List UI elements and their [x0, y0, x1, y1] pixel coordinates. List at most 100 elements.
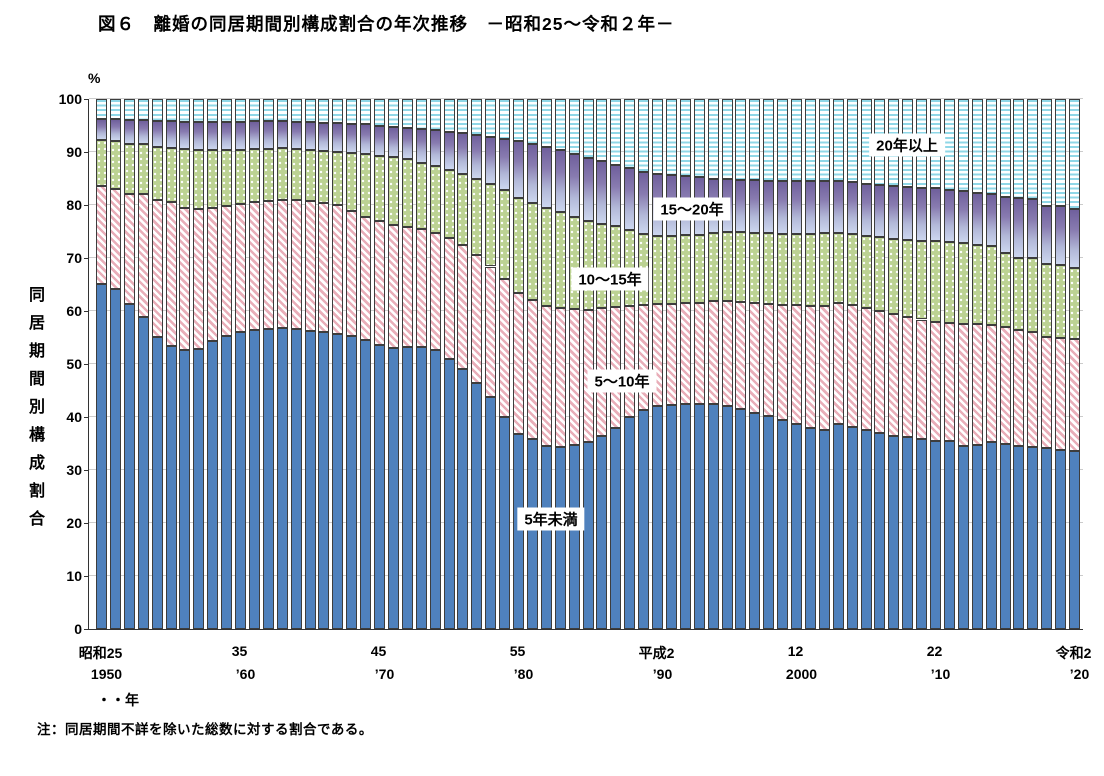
bar-2008-segment-0 — [902, 437, 914, 629]
y-tick-mark-40 — [84, 417, 89, 418]
bar-2002 — [818, 99, 830, 629]
bar-1958-segment-2 — [207, 149, 219, 209]
bar-1991-segment-1 — [665, 303, 677, 405]
bar-2012-segment-4 — [957, 99, 969, 192]
bar-1964-segment-0 — [290, 329, 302, 629]
bar-2000-segment-1 — [791, 304, 802, 424]
bar-1974-segment-4 — [429, 99, 441, 131]
bar-1957-segment-3 — [193, 122, 205, 150]
bar-2003-segment-4 — [832, 99, 844, 182]
x-axis-unit-suffix: ・・年 — [97, 692, 139, 708]
bar-2007-segment-2 — [888, 238, 900, 315]
bar-2019 — [1055, 99, 1067, 629]
bar-1950 — [96, 99, 107, 629]
bar-2014-segment-0 — [985, 441, 997, 629]
bar-1978 — [485, 99, 497, 629]
bar-2020-segment-0 — [1069, 451, 1080, 629]
bar-1971-segment-0 — [387, 347, 399, 629]
bar-1957-segment-0 — [193, 348, 205, 629]
bar-1992-segment-0 — [679, 404, 691, 629]
bar-1971 — [387, 99, 399, 629]
bar-1960 — [235, 99, 246, 629]
x-tick-era-1960: 35 — [231, 643, 248, 659]
bar-2011-segment-2 — [943, 242, 955, 323]
bar-2013 — [971, 99, 983, 629]
y-tick-label-50: 50 — [66, 356, 82, 372]
bar-1954-segment-3 — [151, 120, 163, 147]
bar-1970-segment-1 — [374, 221, 385, 346]
bar-2011-segment-1 — [943, 322, 955, 442]
bar-1968-segment-4 — [346, 99, 358, 124]
bar-2003-segment-0 — [832, 424, 844, 629]
bar-1998-segment-0 — [763, 415, 775, 629]
bar-2004-segment-4 — [846, 99, 858, 183]
bar-1997-segment-0 — [749, 412, 761, 629]
bar-1990-segment-1 — [652, 304, 663, 406]
bar-1951 — [109, 99, 121, 629]
bar-1999-segment-2 — [777, 233, 789, 305]
bar-1963-segment-4 — [276, 99, 288, 122]
bar-1974-segment-1 — [429, 232, 441, 351]
bar-2018-segment-3 — [1041, 205, 1053, 265]
bar-2017-segment-4 — [1027, 99, 1039, 199]
bar-2015-segment-0 — [999, 444, 1011, 629]
bar-2020-segment-3 — [1069, 209, 1080, 269]
x-tick-era-2010: 22 — [926, 643, 943, 659]
bar-1957-segment-2 — [193, 149, 205, 210]
bar-1998-segment-3 — [763, 180, 775, 234]
y-tick-label-20: 20 — [66, 515, 82, 531]
bar-2018-segment-1 — [1041, 336, 1053, 449]
series-label-1: 5～10年 — [587, 369, 657, 393]
bar-1986-segment-3 — [596, 161, 608, 224]
x-tick-era-1980: 55 — [509, 643, 526, 659]
bar-1973-segment-3 — [415, 128, 427, 163]
bar-2009-segment-1 — [916, 319, 928, 440]
bar-1966-segment-1 — [318, 202, 330, 333]
bar-1970-segment-0 — [374, 345, 385, 629]
bar-1976 — [457, 99, 469, 629]
bar-2003-segment-1 — [832, 303, 844, 425]
bar-1954 — [151, 99, 163, 629]
bar-1999-segment-0 — [777, 420, 789, 629]
bar-1992-segment-1 — [679, 303, 691, 405]
bar-1958 — [207, 99, 219, 629]
bar-2002-segment-4 — [818, 99, 830, 182]
bar-1964 — [290, 99, 302, 629]
bar-1978-segment-3 — [485, 137, 497, 184]
bar-2016 — [1013, 99, 1025, 629]
bar-1997-segment-4 — [749, 99, 761, 181]
bar-1975-segment-0 — [443, 358, 455, 629]
bar-1955-segment-3 — [165, 121, 177, 148]
bar-1972-segment-3 — [401, 127, 413, 160]
bar-2000-segment-3 — [791, 181, 802, 234]
bar-1993-segment-2 — [693, 234, 705, 303]
bar-1982-segment-3 — [540, 146, 552, 208]
bar-1974 — [429, 99, 441, 629]
x-tick-year-2000: 2000 — [785, 666, 818, 682]
series-label-0: 5年未満 — [517, 507, 585, 531]
bar-1950-segment-0 — [96, 283, 107, 629]
bar-1962 — [262, 99, 274, 629]
bar-1959 — [221, 99, 233, 629]
bar-1991-segment-2 — [665, 235, 677, 304]
bar-1951-segment-2 — [109, 141, 121, 190]
bar-2007-segment-3 — [888, 185, 900, 239]
bar-1969 — [360, 99, 372, 629]
bar-1995-segment-0 — [721, 406, 733, 629]
bar-2014-segment-4 — [985, 99, 997, 194]
bar-2004 — [846, 99, 858, 629]
bar-1953-segment-4 — [137, 99, 149, 121]
bar-1973-segment-1 — [415, 229, 427, 348]
y-tick-mark-30 — [84, 470, 89, 471]
bar-1961-segment-3 — [248, 121, 260, 150]
y-tick-label-10: 10 — [66, 568, 82, 584]
bar-1954-segment-4 — [151, 99, 163, 121]
bar-1972 — [401, 99, 413, 629]
series-label-4: 20年以上 — [869, 133, 945, 157]
bar-2001-segment-2 — [804, 233, 816, 306]
bar-1985-segment-3 — [582, 157, 594, 221]
bar-2017-segment-1 — [1027, 331, 1039, 447]
bar-2011-segment-4 — [943, 99, 955, 190]
x-tick-era-1990: 平成2 — [638, 645, 675, 661]
bar-1978-segment-0 — [485, 396, 497, 629]
